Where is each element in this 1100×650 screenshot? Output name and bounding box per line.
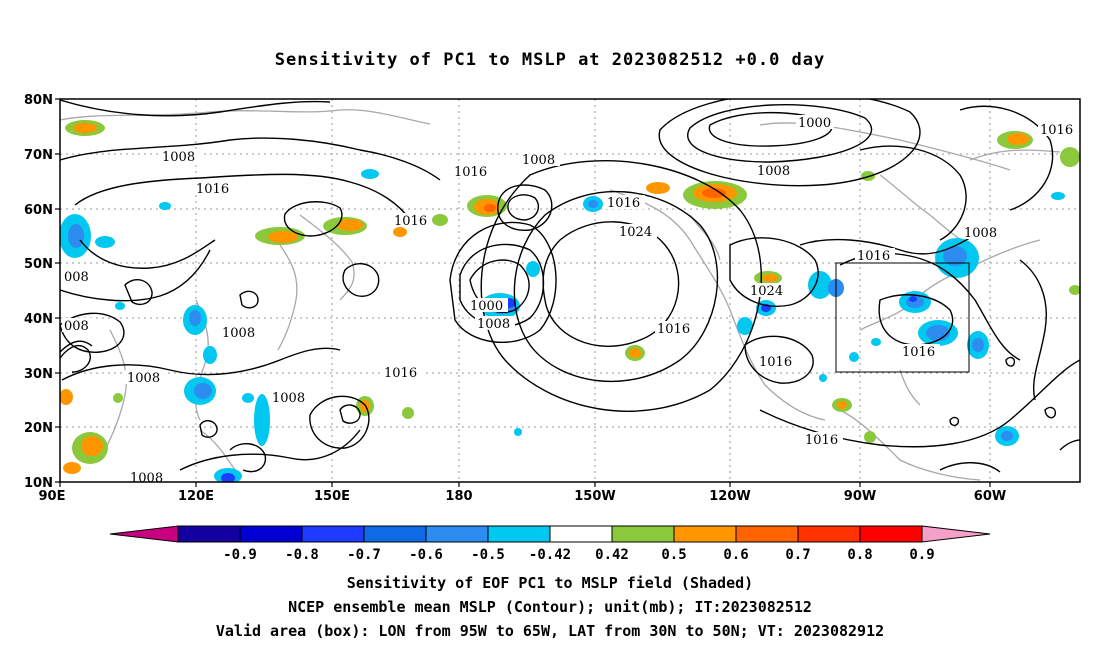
contour-label: 1008	[272, 391, 305, 406]
contour-label: 1016	[805, 433, 838, 448]
colorbar-swatch	[363, 525, 427, 543]
contour-label: 1000	[798, 116, 831, 131]
contour-label: 1024	[619, 225, 652, 240]
colorbar-label: -0.8	[285, 547, 319, 563]
contour-label: 1024	[750, 284, 783, 299]
lat-label: 80N	[24, 93, 53, 108]
contour-label: 1008	[127, 371, 160, 386]
lat-label: 60N	[24, 203, 53, 218]
colorbar-swatch	[239, 525, 303, 543]
colorbar-swatch	[425, 525, 489, 543]
colorbar-label: 0.42	[595, 547, 629, 563]
lon-label: 180	[445, 489, 472, 504]
lon-label: 120E	[178, 489, 214, 504]
colorbar-swatch	[177, 525, 241, 543]
contour-label: 1008	[522, 153, 555, 168]
colorbar-labels: -0.9 -0.8 -0.7 -0.6 -0.5 -0.42 0.42 0.5 …	[223, 547, 935, 563]
caption-line-3: Valid area (box): LON from 95W to 65W, L…	[215, 622, 885, 640]
mslp-contours	[60, 99, 1080, 473]
valid-area-box	[835, 262, 970, 373]
lat-labels: 80N 70N 60N 50N 40N 30N 20N 10N	[24, 93, 53, 491]
colorbar-swatch	[797, 525, 861, 543]
colorbar-swatch	[301, 525, 365, 543]
colorbar-label: -0.6	[409, 547, 443, 563]
lat-label: 50N	[24, 257, 53, 272]
contour-labels: 1000 1016 1008 1016 1016 1008 1008 1016 …	[64, 116, 1074, 486]
lon-label: 120W	[709, 489, 750, 504]
contour-label: 1008	[757, 164, 790, 179]
caption-line-2: NCEP ensemble mean MSLP (Contour); unit(…	[288, 598, 812, 616]
contour-label: 1016	[902, 345, 935, 360]
colorbar-label: 0.6	[723, 547, 748, 563]
lon-label: 60W	[974, 489, 1006, 504]
contour-label: 008	[64, 319, 89, 334]
colorbar-swatch	[673, 525, 737, 543]
contour-label: 1008	[130, 471, 163, 486]
colorbar-label: -0.42	[529, 547, 571, 563]
contour-label: 1008	[162, 150, 195, 165]
contour-label: 1016	[657, 322, 690, 337]
colorbar-label: 0.9	[909, 547, 934, 563]
colorbar-label: 0.8	[847, 547, 872, 563]
colorbar-swatch	[549, 525, 613, 543]
colorbar-arrow-high	[921, 525, 991, 543]
colorbar-swatch	[859, 525, 923, 543]
contour-label: 1016	[384, 366, 417, 381]
contour-label: 1008	[222, 326, 255, 341]
sensitivity-shading	[60, 120, 1080, 482]
contour-label: 008	[64, 270, 89, 285]
colorbar-swatch	[611, 525, 675, 543]
colorbar-label: -0.7	[347, 547, 381, 563]
lon-labels: 90E 120E 150E 180 150W 120W 90W 60W	[39, 489, 1007, 504]
lat-label: 40N	[24, 312, 53, 327]
contour-label: 1000	[470, 299, 503, 314]
lon-label: 150W	[574, 489, 615, 504]
contour-label: 1016	[759, 355, 792, 370]
colorbar-label: 0.7	[785, 547, 810, 563]
colorbar-label: -0.9	[223, 547, 257, 563]
lat-label: 70N	[24, 148, 53, 163]
contour-label: 1016	[607, 196, 640, 211]
colorbar-arrow-low	[109, 525, 179, 543]
lat-ticks	[55, 98, 60, 483]
colorbar-label: 0.5	[661, 547, 686, 563]
map-title: Sensitivity of PC1 to MSLP at 2023082512…	[274, 50, 826, 70]
contour-label: 1016	[454, 165, 487, 180]
lat-label: 30N	[24, 367, 53, 382]
contour-label: 1016	[857, 249, 890, 264]
contour-label: 1016	[394, 214, 427, 229]
lat-label: 20N	[24, 421, 53, 436]
contour-label: 1008	[477, 317, 510, 332]
lon-label: 150E	[314, 489, 350, 504]
caption-line-1: Sensitivity of EOF PC1 to MSLP field (Sh…	[346, 574, 754, 592]
lon-ticks	[59, 482, 991, 487]
colorbar-swatch	[735, 525, 799, 543]
lat-label: 10N	[24, 476, 53, 491]
lon-label: 90W	[844, 489, 876, 504]
contour-label: 1008	[964, 226, 997, 241]
contour-label: 1016	[196, 182, 229, 197]
colorbar-label: -0.5	[471, 547, 505, 563]
lon-label: 90E	[39, 489, 66, 504]
contour-label: 1016	[1040, 123, 1073, 138]
colorbar	[109, 525, 991, 543]
graticule	[60, 99, 1080, 482]
colorbar-swatch	[487, 525, 551, 543]
map-frame	[59, 98, 1081, 483]
